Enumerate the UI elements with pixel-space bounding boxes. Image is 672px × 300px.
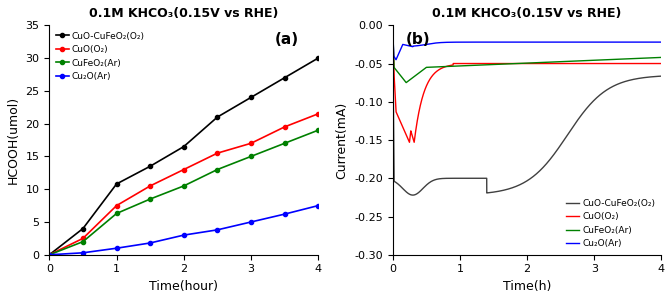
CuO(O₂) [280, 125, 288, 129]
CuO(O₂) [584, 62, 592, 65]
CuFeO₂(Ar) [402, 81, 410, 85]
Cu₂O(Ar) [213, 228, 221, 232]
CuFeO₂(Ar) [388, 23, 396, 27]
CuO-CuFeO₂(O₂) [314, 56, 322, 60]
CuO(O₂) [314, 112, 322, 116]
Legend: CuO-CuFeO₂(O₂), CuO(O₂), CuFeO₂(Ar), Cu₂O(Ar): CuO-CuFeO₂(O₂), CuO(O₂), CuFeO₂(Ar), Cu₂… [54, 30, 146, 83]
CuO(O₂) [501, 62, 509, 65]
CuO-CuFeO₂(O₂) [657, 74, 665, 78]
CuFeO₂(Ar) [112, 212, 120, 215]
CuO(O₂) [504, 62, 512, 65]
CuO(O₂) [636, 62, 644, 65]
CuFeO₂(Ar) [649, 56, 657, 60]
Cu₂O(Ar) [45, 253, 53, 256]
CuFeO₂(Ar) [280, 142, 288, 145]
CuFeO₂(Ar) [79, 240, 87, 244]
CuO-CuFeO₂(O₂) [213, 115, 221, 119]
CuO-CuFeO₂(O₂) [504, 188, 512, 191]
Text: (b): (b) [406, 32, 431, 47]
CuO(O₂) [179, 168, 187, 171]
X-axis label: Time(hour): Time(hour) [149, 280, 218, 293]
Line: Cu₂O(Ar): Cu₂O(Ar) [392, 25, 661, 60]
CuFeO₂(Ar) [213, 168, 221, 171]
Cu₂O(Ar) [649, 40, 657, 44]
CuO-CuFeO₂(O₂) [247, 96, 255, 99]
Line: CuO-CuFeO₂(O₂): CuO-CuFeO₂(O₂) [47, 56, 321, 257]
Cu₂O(Ar) [280, 212, 288, 216]
Cu₂O(Ar) [636, 40, 644, 44]
Cu₂O(Ar) [657, 40, 665, 44]
CuFeO₂(Ar) [247, 154, 255, 158]
CuO(O₂) [146, 184, 154, 188]
CuO(O₂) [388, 23, 396, 27]
CuO(O₂) [45, 253, 53, 256]
CuO-CuFeO₂(O₂) [280, 76, 288, 80]
CuO(O₂) [79, 237, 87, 240]
Line: CuO(O₂): CuO(O₂) [47, 112, 321, 257]
CuO-CuFeO₂(O₂) [79, 227, 87, 230]
Cu₂O(Ar) [314, 204, 322, 207]
CuO-CuFeO₂(O₂) [636, 76, 644, 80]
Title: 0.1M KHCO₃(0.15V vs RHE): 0.1M KHCO₃(0.15V vs RHE) [432, 7, 622, 20]
Line: CuO-CuFeO₂(O₂): CuO-CuFeO₂(O₂) [392, 25, 661, 195]
Cu₂O(Ar) [516, 40, 524, 44]
CuO-CuFeO₂(O₂) [409, 193, 417, 197]
CuO-CuFeO₂(O₂) [112, 182, 120, 186]
CuFeO₂(Ar) [516, 61, 524, 65]
Cu₂O(Ar) [501, 40, 509, 44]
CuO(O₂) [516, 62, 524, 65]
Title: 0.1M KHCO₃(0.15V vs RHE): 0.1M KHCO₃(0.15V vs RHE) [89, 7, 278, 20]
Cu₂O(Ar) [247, 220, 255, 224]
CuFeO₂(Ar) [584, 59, 592, 62]
CuO(O₂) [213, 151, 221, 155]
Text: (a): (a) [276, 32, 299, 47]
CuO-CuFeO₂(O₂) [45, 253, 53, 256]
CuO-CuFeO₂(O₂) [501, 188, 509, 191]
CuO-CuFeO₂(O₂) [388, 23, 396, 27]
Line: CuFeO₂(Ar): CuFeO₂(Ar) [392, 25, 661, 83]
Legend: CuO-CuFeO₂(O₂), CuO(O₂), CuFeO₂(Ar), Cu₂O(Ar): CuO-CuFeO₂(O₂), CuO(O₂), CuFeO₂(Ar), Cu₂… [564, 197, 657, 250]
Line: CuFeO₂(Ar): CuFeO₂(Ar) [47, 128, 321, 257]
CuFeO₂(Ar) [179, 184, 187, 188]
Y-axis label: HCOOH(umol): HCOOH(umol) [7, 96, 20, 184]
CuFeO₂(Ar) [657, 56, 665, 59]
CuFeO₂(Ar) [146, 197, 154, 201]
CuFeO₂(Ar) [45, 253, 53, 256]
CuO(O₂) [657, 62, 665, 65]
Cu₂O(Ar) [79, 251, 87, 255]
CuFeO₂(Ar) [636, 56, 644, 60]
Y-axis label: Current(mA): Current(mA) [335, 101, 349, 179]
Cu₂O(Ar) [388, 23, 396, 27]
Cu₂O(Ar) [179, 233, 187, 237]
X-axis label: Time(h): Time(h) [503, 280, 551, 293]
CuFeO₂(Ar) [504, 62, 512, 66]
Cu₂O(Ar) [504, 40, 512, 44]
CuO(O₂) [112, 204, 120, 207]
CuFeO₂(Ar) [501, 62, 509, 66]
Cu₂O(Ar) [112, 246, 120, 250]
CuO-CuFeO₂(O₂) [516, 183, 524, 186]
CuO-CuFeO₂(O₂) [584, 105, 592, 109]
Cu₂O(Ar) [584, 40, 592, 44]
CuO(O₂) [247, 142, 255, 145]
CuO-CuFeO₂(O₂) [649, 75, 657, 79]
CuO(O₂) [405, 140, 413, 144]
CuO-CuFeO₂(O₂) [179, 145, 187, 148]
CuO-CuFeO₂(O₂) [146, 164, 154, 168]
CuFeO₂(Ar) [314, 128, 322, 132]
Line: Cu₂O(Ar): Cu₂O(Ar) [47, 203, 321, 257]
CuO(O₂) [649, 62, 657, 65]
Cu₂O(Ar) [392, 58, 400, 61]
Cu₂O(Ar) [146, 241, 154, 245]
Line: CuO(O₂): CuO(O₂) [392, 25, 661, 142]
